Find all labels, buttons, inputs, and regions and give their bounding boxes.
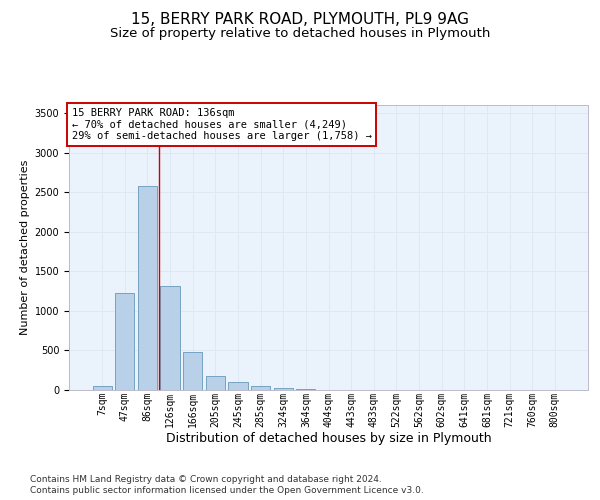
X-axis label: Distribution of detached houses by size in Plymouth: Distribution of detached houses by size … xyxy=(166,432,491,445)
Bar xyxy=(115,294,134,390)
Bar xyxy=(274,388,293,390)
Bar xyxy=(160,286,180,390)
Bar xyxy=(296,389,316,390)
Text: Contains HM Land Registry data © Crown copyright and database right 2024.: Contains HM Land Registry data © Crown c… xyxy=(30,475,382,484)
Y-axis label: Number of detached properties: Number of detached properties xyxy=(20,160,31,335)
Bar xyxy=(251,386,270,390)
Bar xyxy=(92,386,112,390)
Bar xyxy=(138,186,157,390)
Bar xyxy=(183,352,202,390)
Text: 15, BERRY PARK ROAD, PLYMOUTH, PL9 9AG: 15, BERRY PARK ROAD, PLYMOUTH, PL9 9AG xyxy=(131,12,469,28)
Text: Contains public sector information licensed under the Open Government Licence v3: Contains public sector information licen… xyxy=(30,486,424,495)
Bar xyxy=(206,376,225,390)
Text: Size of property relative to detached houses in Plymouth: Size of property relative to detached ho… xyxy=(110,28,490,40)
Text: 15 BERRY PARK ROAD: 136sqm
← 70% of detached houses are smaller (4,249)
29% of s: 15 BERRY PARK ROAD: 136sqm ← 70% of deta… xyxy=(71,108,371,141)
Bar xyxy=(229,382,248,390)
